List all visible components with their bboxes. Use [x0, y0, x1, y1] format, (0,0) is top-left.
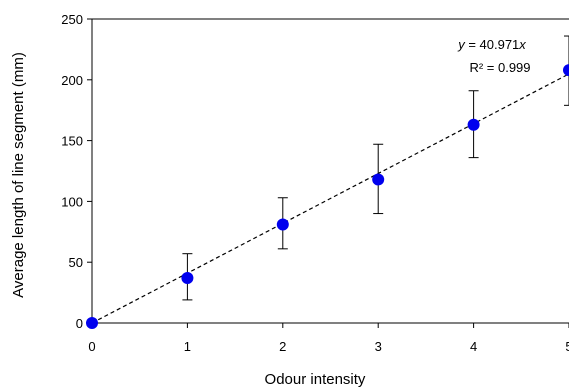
- x-tick-label: 0: [88, 339, 95, 354]
- r-squared-label: R² = 0.999: [469, 60, 530, 75]
- y-tick-label: 100: [61, 194, 83, 209]
- x-tick-label: 2: [279, 339, 286, 354]
- y-tick-label: 250: [61, 12, 83, 27]
- data-point: [372, 173, 385, 186]
- data-point: [276, 218, 289, 231]
- equation-variable: x: [518, 37, 526, 52]
- y-axis-title: Average length of line segment (mm): [10, 52, 27, 298]
- plot-border: [91, 18, 569, 324]
- data-point: [86, 317, 98, 329]
- x-tick-label: 4: [470, 339, 477, 354]
- data-point: [467, 118, 480, 131]
- y-tick-label: 200: [61, 73, 83, 88]
- plot-area: 0 50 100 150 200 250 0 1 2 3 4 5: [61, 12, 569, 354]
- x-axis-title: Odour intensity: [265, 371, 366, 388]
- data-point: [563, 64, 569, 77]
- equation-prefix: y: [457, 37, 466, 52]
- data-point: [181, 272, 194, 285]
- x-tick-label: 1: [184, 339, 191, 354]
- trendline: [91, 73, 569, 324]
- trendline-equation: y = 40.971x: [457, 37, 526, 52]
- y-tick-label: 0: [76, 316, 83, 331]
- y-tick-label: 50: [69, 255, 83, 270]
- equation-value: = 40.971: [465, 37, 520, 52]
- y-tick-label: 150: [61, 134, 83, 149]
- x-tick-label: 5: [565, 339, 569, 354]
- x-tick-label: 3: [375, 339, 382, 354]
